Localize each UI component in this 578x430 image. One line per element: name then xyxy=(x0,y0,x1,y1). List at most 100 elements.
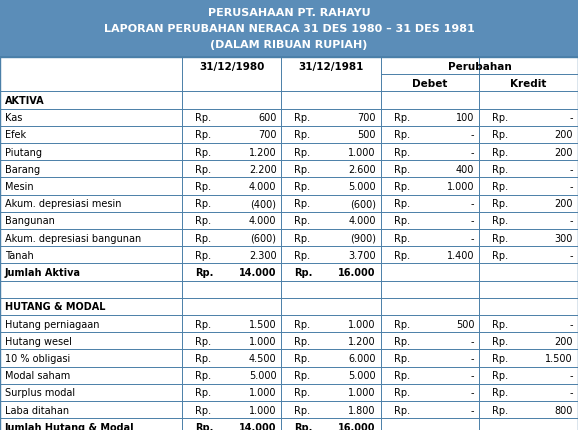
Text: Rp.: Rp. xyxy=(195,113,211,123)
Text: Rp.: Rp. xyxy=(195,422,213,430)
Text: Rp.: Rp. xyxy=(394,405,410,415)
Text: 1.200: 1.200 xyxy=(349,336,376,346)
Text: Akum. depresiasi bangunan: Akum. depresiasi bangunan xyxy=(5,233,141,243)
Bar xyxy=(0,0,578,58)
Text: Rp.: Rp. xyxy=(195,387,211,397)
Text: PERUSAHAAN PT. RAHAYU: PERUSAHAAN PT. RAHAYU xyxy=(208,8,370,18)
Text: Debet: Debet xyxy=(412,79,448,89)
Text: Rp.: Rp. xyxy=(294,336,310,346)
Text: 3.700: 3.700 xyxy=(349,250,376,260)
Text: Rp.: Rp. xyxy=(394,181,410,191)
Text: AKTIVA: AKTIVA xyxy=(5,96,45,106)
Text: Rp.: Rp. xyxy=(492,387,508,397)
Text: -: - xyxy=(470,387,474,397)
Text: Rp.: Rp. xyxy=(394,130,410,140)
Text: -: - xyxy=(569,387,573,397)
Text: Rp.: Rp. xyxy=(195,319,211,329)
Text: 31/12/1981: 31/12/1981 xyxy=(298,61,364,71)
Text: 800: 800 xyxy=(555,405,573,415)
Text: 1.000: 1.000 xyxy=(349,147,376,157)
Text: Rp.: Rp. xyxy=(492,336,508,346)
Text: Rp.: Rp. xyxy=(195,199,211,209)
Text: Rp.: Rp. xyxy=(294,164,310,175)
Text: 200: 200 xyxy=(554,199,573,209)
Text: Rp.: Rp. xyxy=(195,405,211,415)
Text: Rp.: Rp. xyxy=(294,199,310,209)
Text: -: - xyxy=(470,216,474,226)
Text: Rp.: Rp. xyxy=(195,267,213,277)
Text: 4.000: 4.000 xyxy=(349,216,376,226)
Text: 1.400: 1.400 xyxy=(447,250,474,260)
Text: Rp.: Rp. xyxy=(195,216,211,226)
Text: Rp.: Rp. xyxy=(394,319,410,329)
Text: Rp.: Rp. xyxy=(492,233,508,243)
Text: Bangunan: Bangunan xyxy=(5,216,55,226)
Text: 1.000: 1.000 xyxy=(349,319,376,329)
Text: Rp.: Rp. xyxy=(394,336,410,346)
Text: Rp.: Rp. xyxy=(195,130,211,140)
Text: 5.000: 5.000 xyxy=(349,181,376,191)
Text: Rp.: Rp. xyxy=(492,130,508,140)
Text: Rp.: Rp. xyxy=(394,233,410,243)
Text: Rp.: Rp. xyxy=(394,370,410,380)
Text: Rp.: Rp. xyxy=(394,353,410,363)
Text: 400: 400 xyxy=(456,164,474,175)
Text: 5.000: 5.000 xyxy=(349,370,376,380)
Text: 2.600: 2.600 xyxy=(349,164,376,175)
Text: (400): (400) xyxy=(250,199,276,209)
Text: Laba ditahan: Laba ditahan xyxy=(5,405,69,415)
Text: 2.200: 2.200 xyxy=(249,164,276,175)
Text: 14.000: 14.000 xyxy=(239,267,276,277)
Text: Rp.: Rp. xyxy=(294,147,310,157)
Text: Rp.: Rp. xyxy=(492,370,508,380)
Text: LAPORAN PERUBAHAN NERACA 31 DES 1980 – 31 DES 1981: LAPORAN PERUBAHAN NERACA 31 DES 1980 – 3… xyxy=(103,24,475,34)
Text: Rp.: Rp. xyxy=(394,199,410,209)
Text: Rp.: Rp. xyxy=(294,130,310,140)
Text: Rp.: Rp. xyxy=(294,233,310,243)
Text: 10 % obligasi: 10 % obligasi xyxy=(5,353,71,363)
Text: Jumlah Hutang & Modal: Jumlah Hutang & Modal xyxy=(5,422,135,430)
Text: Rp.: Rp. xyxy=(492,319,508,329)
Text: Rp.: Rp. xyxy=(195,181,211,191)
Text: 1.000: 1.000 xyxy=(249,387,276,397)
Text: 1.200: 1.200 xyxy=(249,147,276,157)
Text: Efek: Efek xyxy=(5,130,26,140)
Text: 4.000: 4.000 xyxy=(249,181,276,191)
Text: Rp.: Rp. xyxy=(294,181,310,191)
Text: Rp.: Rp. xyxy=(394,147,410,157)
Text: Kas: Kas xyxy=(5,113,23,123)
Text: Kredit: Kredit xyxy=(510,79,547,89)
Text: Akum. depresiasi mesin: Akum. depresiasi mesin xyxy=(5,199,121,209)
Text: Jumlah Aktiva: Jumlah Aktiva xyxy=(5,267,81,277)
Text: Rp.: Rp. xyxy=(294,267,313,277)
Text: -: - xyxy=(470,130,474,140)
Text: 1.000: 1.000 xyxy=(447,181,474,191)
Text: 4.000: 4.000 xyxy=(249,216,276,226)
Text: -: - xyxy=(569,250,573,260)
Text: (600): (600) xyxy=(350,199,376,209)
Text: Rp.: Rp. xyxy=(394,113,410,123)
Text: Rp.: Rp. xyxy=(492,181,508,191)
Text: Rp.: Rp. xyxy=(394,216,410,226)
Text: 1.000: 1.000 xyxy=(249,336,276,346)
Text: -: - xyxy=(569,319,573,329)
Text: 16.000: 16.000 xyxy=(339,267,376,277)
Text: Rp.: Rp. xyxy=(394,387,410,397)
Text: Rp.: Rp. xyxy=(492,147,508,157)
Text: 1.500: 1.500 xyxy=(249,319,276,329)
Text: Tanah: Tanah xyxy=(5,250,34,260)
Text: Mesin: Mesin xyxy=(5,181,34,191)
Text: Rp.: Rp. xyxy=(195,353,211,363)
Text: -: - xyxy=(470,336,474,346)
Text: -: - xyxy=(569,181,573,191)
Text: -: - xyxy=(569,370,573,380)
Text: Modal saham: Modal saham xyxy=(5,370,71,380)
Text: Rp.: Rp. xyxy=(492,353,508,363)
Text: Rp.: Rp. xyxy=(195,233,211,243)
Text: Rp.: Rp. xyxy=(394,250,410,260)
Text: Rp.: Rp. xyxy=(195,147,211,157)
Text: Hutang wesel: Hutang wesel xyxy=(5,336,72,346)
Text: 500: 500 xyxy=(357,130,376,140)
Text: 300: 300 xyxy=(555,233,573,243)
Text: 700: 700 xyxy=(258,130,276,140)
